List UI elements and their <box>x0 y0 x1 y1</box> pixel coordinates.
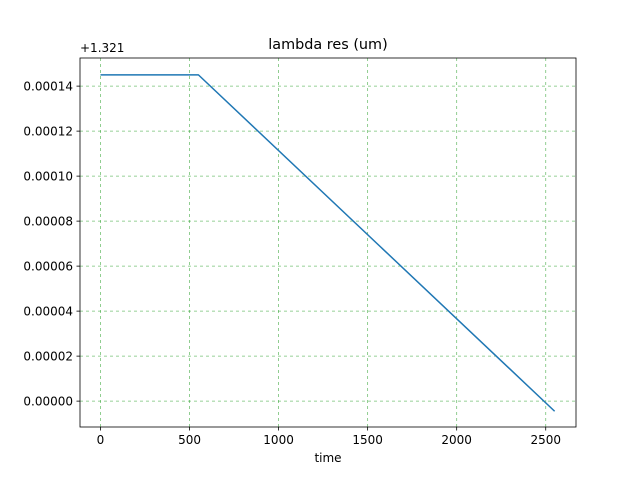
x-tick-label: 1500 <box>352 433 383 447</box>
axes-frame <box>79 57 577 428</box>
x-tick-label: 0 <box>97 433 105 447</box>
series-line <box>100 74 556 412</box>
y-tick-label: 0.00008 <box>23 214 73 228</box>
y-tick-label: 0.00004 <box>23 304 73 318</box>
x-tick-label: 2000 <box>441 433 472 447</box>
x-tick-label: 1000 <box>263 433 294 447</box>
y-tick-label: 0.00006 <box>23 259 73 273</box>
x-tick-label: 500 <box>178 433 201 447</box>
ticks: 0 500 1000 1500 2000 2500 0.00000 0.00002 0.0000… <box>23 79 561 447</box>
x-axis-label: time <box>314 451 341 465</box>
y-tick-label: 0.00012 <box>23 124 73 138</box>
chart-title: lambda res (um) <box>268 37 387 53</box>
x-tick-label: 2500 <box>530 433 561 447</box>
y-tick-label: 0.00010 <box>23 169 73 183</box>
y-tick-label: 0.00014 <box>23 79 73 93</box>
y-tick-label: 0.00000 <box>23 394 73 408</box>
series-layer <box>100 74 556 412</box>
grid-lines <box>80 58 576 427</box>
y-offset-label: +1.321 <box>80 41 124 55</box>
y-tick-label: 0.00002 <box>23 349 73 363</box>
